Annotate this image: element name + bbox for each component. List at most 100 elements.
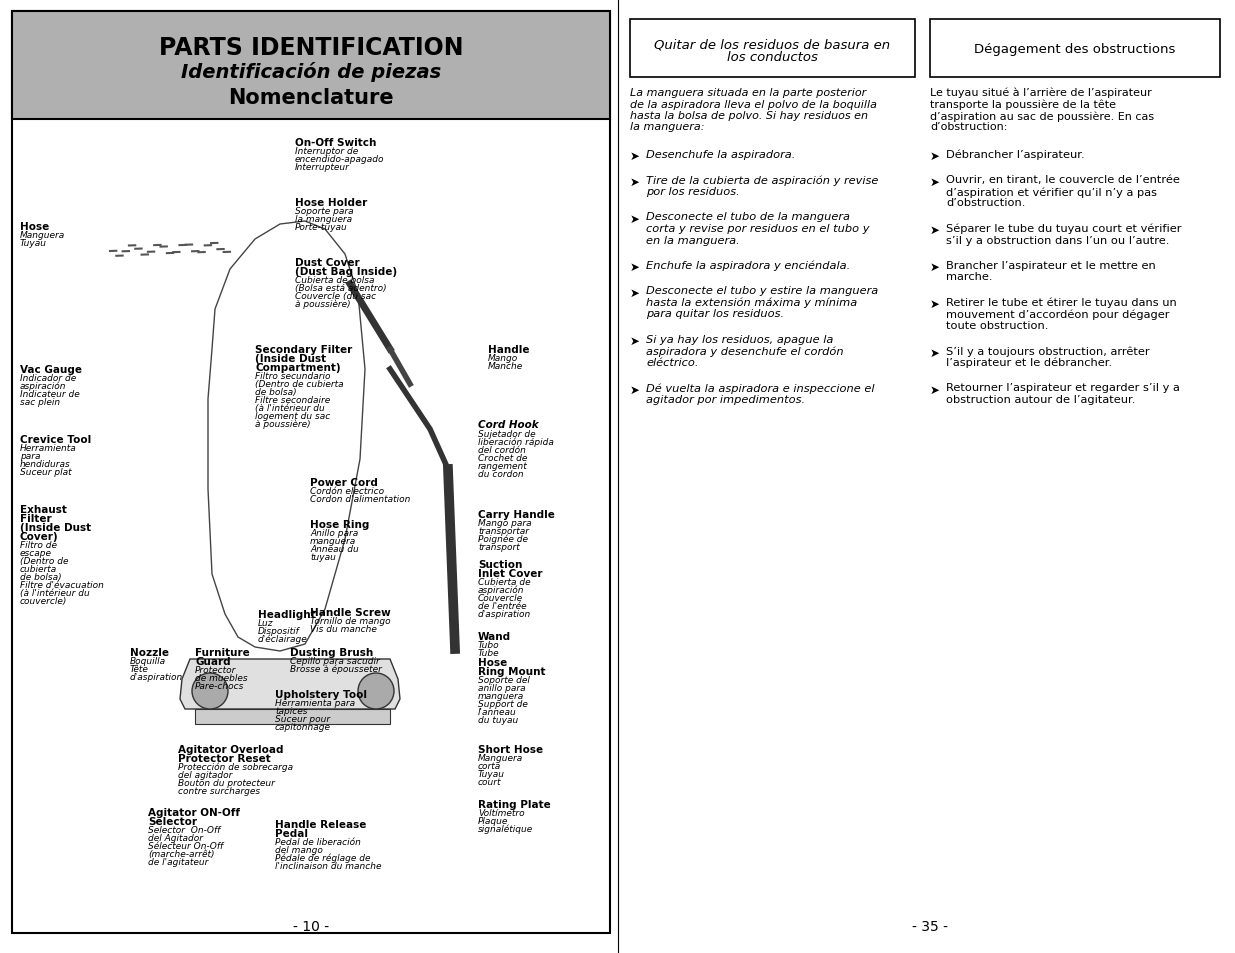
Text: Filtro de: Filtro de [20, 540, 57, 550]
Text: ➤: ➤ [630, 335, 640, 348]
Text: del mango: del mango [275, 845, 322, 854]
Text: la manguera:: la manguera: [630, 122, 704, 132]
Text: (à l'intérieur du: (à l'intérieur du [20, 588, 90, 598]
Text: l'inclinaison du manche: l'inclinaison du manche [275, 862, 382, 870]
Text: Dispositif: Dispositif [258, 626, 300, 636]
Text: d’obstruction.: d’obstruction. [946, 198, 1025, 209]
Text: d'éclairage: d'éclairage [258, 635, 308, 644]
Text: Brosse à épousseter: Brosse à épousseter [290, 664, 382, 674]
Text: ➤: ➤ [630, 150, 640, 163]
Text: Retourner l’aspirateur et regarder s’il y a: Retourner l’aspirateur et regarder s’il … [946, 383, 1179, 393]
Text: l’aspirateur et le débrancher.: l’aspirateur et le débrancher. [946, 357, 1113, 368]
Text: Pédale de réglage de: Pédale de réglage de [275, 853, 370, 862]
Text: aspiradora y desenchufe el cordón: aspiradora y desenchufe el cordón [646, 346, 844, 356]
Text: Pare-chocs: Pare-chocs [195, 681, 245, 690]
Text: Voltímetro: Voltímetro [478, 808, 525, 817]
Polygon shape [180, 659, 400, 709]
Text: Secondary Filter: Secondary Filter [254, 345, 352, 355]
Text: signalétique: signalétique [478, 824, 534, 834]
Text: Desconecte el tubo de la manguera: Desconecte el tubo de la manguera [646, 213, 850, 222]
Text: - 10 -: - 10 - [293, 919, 329, 933]
Text: Crevice Tool: Crevice Tool [20, 435, 91, 444]
Text: Interruptor de: Interruptor de [295, 147, 358, 156]
Bar [930, 20, 1220, 78]
Text: hasta la extensión máxima y mínima: hasta la extensión máxima y mínima [646, 297, 857, 308]
Text: Séparer le tube du tuyau court et vérifier: Séparer le tube du tuyau court et vérifi… [946, 224, 1182, 234]
Text: Herramienta para: Herramienta para [275, 699, 356, 707]
Text: Ouvrir, en tirant, le couvercle de l’entrée: Ouvrir, en tirant, le couvercle de l’ent… [946, 175, 1179, 185]
Text: Handle: Handle [488, 345, 530, 355]
Text: Tube: Tube [478, 648, 500, 658]
Text: Retirer le tube et étirer le tuyau dans un: Retirer le tube et étirer le tuyau dans … [946, 297, 1177, 308]
Text: couvercle): couvercle) [20, 597, 68, 605]
Text: para: para [20, 452, 41, 460]
Text: ➤: ➤ [630, 261, 640, 274]
Text: Filtro secundario: Filtro secundario [254, 372, 331, 380]
Text: d’aspiration et vérifier qu’il n’y a pas: d’aspiration et vérifier qu’il n’y a pas [946, 187, 1157, 197]
Text: ➤: ➤ [630, 383, 640, 396]
Text: Porte-tuyau: Porte-tuyau [295, 223, 348, 232]
Text: escape: escape [20, 548, 52, 558]
Bar [195, 709, 390, 724]
Text: Nozzle: Nozzle [130, 647, 169, 658]
Text: (Inside Dust: (Inside Dust [254, 354, 326, 364]
Text: Desconecte el tubo y estire la manguera: Desconecte el tubo y estire la manguera [646, 286, 878, 296]
Text: transporte la poussière de la tête: transporte la poussière de la tête [930, 99, 1116, 110]
Text: corta: corta [478, 761, 501, 770]
Text: Mango: Mango [488, 354, 519, 363]
Text: Indicador de: Indicador de [20, 374, 77, 382]
Text: Compartment): Compartment) [254, 363, 341, 373]
Text: Pedal de liberación: Pedal de liberación [275, 837, 361, 846]
Text: transportar: transportar [478, 526, 529, 536]
Text: Luz: Luz [258, 618, 273, 627]
Text: Support de: Support de [478, 700, 527, 708]
Text: Furniture: Furniture [195, 647, 249, 658]
Text: Boquilla: Boquilla [130, 657, 167, 665]
Text: Selector  On-Off: Selector On-Off [148, 825, 220, 834]
Text: ➤: ➤ [930, 297, 940, 311]
Text: à poussière): à poussière) [254, 419, 311, 429]
Text: d'aspiration: d'aspiration [478, 609, 531, 618]
Text: del Agitador: del Agitador [148, 833, 203, 842]
Text: Tuyau: Tuyau [478, 769, 505, 779]
Text: Protector Reset: Protector Reset [178, 753, 270, 763]
Text: Hose Holder: Hose Holder [295, 198, 367, 208]
Text: capitonnage: capitonnage [275, 722, 331, 731]
Text: s’il y a obstruction dans l’un ou l’autre.: s’il y a obstruction dans l’un ou l’autr… [946, 235, 1170, 245]
Text: Inlet Cover: Inlet Cover [478, 568, 542, 578]
Text: Cubierta de bolsa: Cubierta de bolsa [295, 275, 374, 285]
Text: Si ya hay los residuos, apague la: Si ya hay los residuos, apague la [646, 335, 834, 345]
Text: sac plein: sac plein [20, 397, 61, 407]
Text: Desenchufe la aspiradora.: Desenchufe la aspiradora. [646, 150, 795, 160]
Text: Mango para: Mango para [478, 518, 531, 527]
Text: Brancher l’aspirateur et le mettre en: Brancher l’aspirateur et le mettre en [946, 261, 1156, 271]
Text: ➤: ➤ [930, 383, 940, 396]
Text: Cubierta de: Cubierta de [478, 578, 531, 586]
Text: mouvement d’accordéon pour dégager: mouvement d’accordéon pour dégager [946, 309, 1170, 319]
Text: ➤: ➤ [930, 150, 940, 163]
Text: manguera: manguera [478, 691, 524, 700]
Text: Filtre secondaire: Filtre secondaire [254, 395, 330, 405]
Text: Identificación de piezas: Identificación de piezas [180, 62, 441, 82]
Text: Protector: Protector [195, 665, 236, 675]
Text: para quitar los residuos.: para quitar los residuos. [646, 309, 784, 319]
Text: Exhaust: Exhaust [20, 504, 67, 515]
Text: Cord Hook: Cord Hook [478, 419, 538, 430]
Text: Short Hose: Short Hose [478, 744, 543, 754]
Text: (Inside Dust: (Inside Dust [20, 522, 91, 533]
Text: Tuyau: Tuyau [20, 239, 47, 248]
Text: (Dentro de cubierta: (Dentro de cubierta [254, 379, 343, 389]
Text: cubierta: cubierta [20, 564, 57, 574]
Text: Débrancher l’aspirateur.: Débrancher l’aspirateur. [946, 150, 1084, 160]
Text: agitador por impedimentos.: agitador por impedimentos. [646, 395, 805, 405]
Text: (Bolsa está adentro): (Bolsa está adentro) [295, 284, 387, 293]
Text: Plaque: Plaque [478, 816, 509, 825]
Text: Upholstery Tool: Upholstery Tool [275, 689, 367, 700]
Text: Sujetador de: Sujetador de [478, 430, 536, 438]
Text: Cepillo para sacudir: Cepillo para sacudir [290, 657, 379, 665]
Text: de muebles: de muebles [195, 673, 248, 682]
Text: Handle Screw: Handle Screw [310, 607, 390, 618]
Text: Manguera: Manguera [20, 231, 65, 240]
Text: Vis du manche: Vis du manche [310, 624, 377, 634]
Text: Dust Cover: Dust Cover [295, 257, 359, 268]
